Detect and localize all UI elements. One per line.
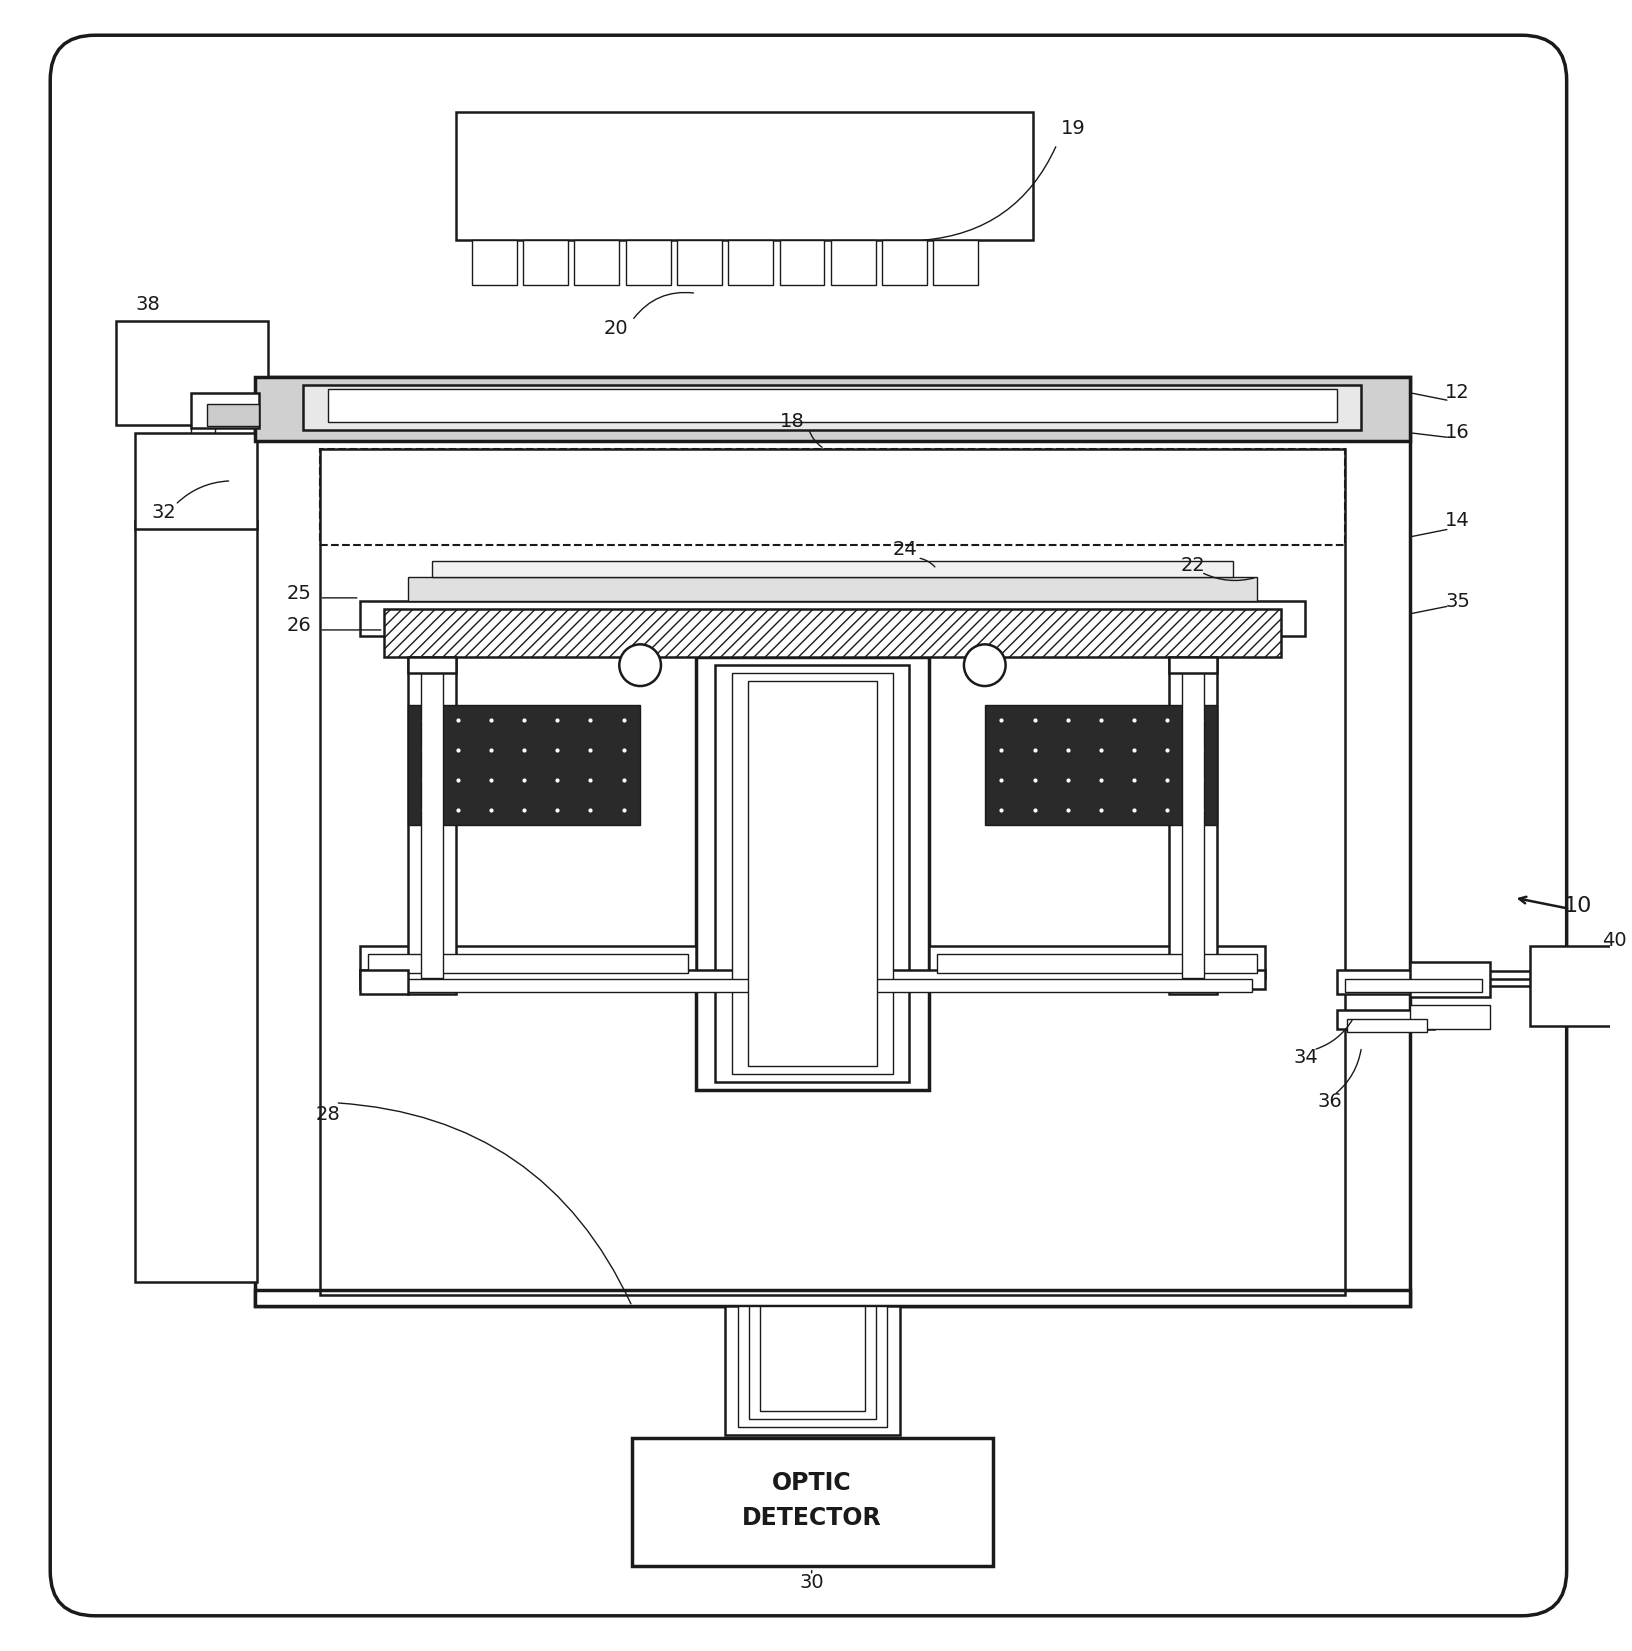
Bar <box>304 385 1361 429</box>
Bar <box>408 657 455 674</box>
Bar <box>1337 1010 1433 1029</box>
Bar <box>522 241 568 286</box>
Bar <box>320 449 1345 1294</box>
Text: 38: 38 <box>135 296 160 314</box>
Text: 12: 12 <box>1444 383 1469 403</box>
Bar <box>1408 963 1488 997</box>
Circle shape <box>619 644 661 687</box>
Bar <box>1529 946 1632 1025</box>
Text: 10: 10 <box>1563 895 1591 916</box>
Bar <box>929 946 1265 977</box>
Bar <box>384 609 1281 657</box>
FancyBboxPatch shape <box>51 35 1565 1616</box>
Bar <box>715 665 909 1081</box>
Bar <box>738 1306 886 1426</box>
Bar <box>881 241 927 286</box>
Bar <box>455 112 1031 241</box>
Bar <box>191 393 258 428</box>
Bar <box>421 657 442 977</box>
Bar <box>731 674 893 1073</box>
Text: 24: 24 <box>891 540 917 560</box>
Text: 18: 18 <box>780 413 805 431</box>
Bar <box>749 1306 875 1418</box>
Text: 35: 35 <box>1444 591 1469 611</box>
Bar <box>1182 657 1204 977</box>
Text: 34: 34 <box>1293 1048 1317 1068</box>
Bar <box>135 433 256 528</box>
Bar <box>255 376 1408 441</box>
Text: 28: 28 <box>315 1105 339 1124</box>
Bar <box>1408 1005 1488 1029</box>
Bar <box>632 1438 992 1567</box>
Bar <box>984 705 1216 826</box>
Bar <box>728 241 772 286</box>
Text: 22: 22 <box>1180 556 1204 575</box>
Bar <box>1337 969 1480 994</box>
Text: DETECTOR: DETECTOR <box>741 1506 881 1530</box>
Text: 32: 32 <box>152 504 176 522</box>
Text: OPTIC: OPTIC <box>772 1471 850 1494</box>
Bar <box>725 1306 899 1435</box>
Bar <box>408 657 455 994</box>
Bar <box>778 241 824 286</box>
Bar <box>831 241 875 286</box>
Bar <box>359 969 408 994</box>
Text: 19: 19 <box>1059 119 1085 137</box>
Text: 14: 14 <box>1444 512 1469 530</box>
Bar <box>372 979 1252 992</box>
Bar <box>472 241 516 286</box>
Bar <box>328 390 1337 421</box>
Bar <box>359 601 1304 636</box>
Bar <box>625 241 671 286</box>
Text: 36: 36 <box>1317 1091 1342 1111</box>
Bar <box>747 682 876 1067</box>
Bar <box>116 320 268 424</box>
Bar <box>677 241 721 286</box>
Circle shape <box>963 644 1005 687</box>
Bar <box>431 561 1232 578</box>
Bar <box>937 954 1257 972</box>
Bar <box>255 1291 1408 1306</box>
Bar <box>1345 979 1480 992</box>
Bar <box>761 1306 863 1410</box>
Bar <box>207 404 258 426</box>
Bar <box>1346 1019 1426 1032</box>
Bar <box>574 241 619 286</box>
Bar <box>934 241 978 286</box>
Bar <box>359 946 695 977</box>
Text: 20: 20 <box>604 319 628 338</box>
Bar <box>408 578 1257 601</box>
Bar <box>135 522 256 1283</box>
Text: 30: 30 <box>798 1573 824 1592</box>
Text: 40: 40 <box>1601 931 1625 951</box>
Bar <box>695 657 929 1090</box>
Bar <box>408 705 640 826</box>
Bar <box>1169 657 1216 674</box>
Bar <box>255 376 1408 1306</box>
Bar <box>320 449 1345 545</box>
Text: 25: 25 <box>286 583 312 603</box>
Bar <box>1169 657 1216 994</box>
Text: 16: 16 <box>1444 423 1469 442</box>
Bar <box>359 969 1265 989</box>
Text: 26: 26 <box>286 616 310 634</box>
Bar <box>367 954 687 972</box>
